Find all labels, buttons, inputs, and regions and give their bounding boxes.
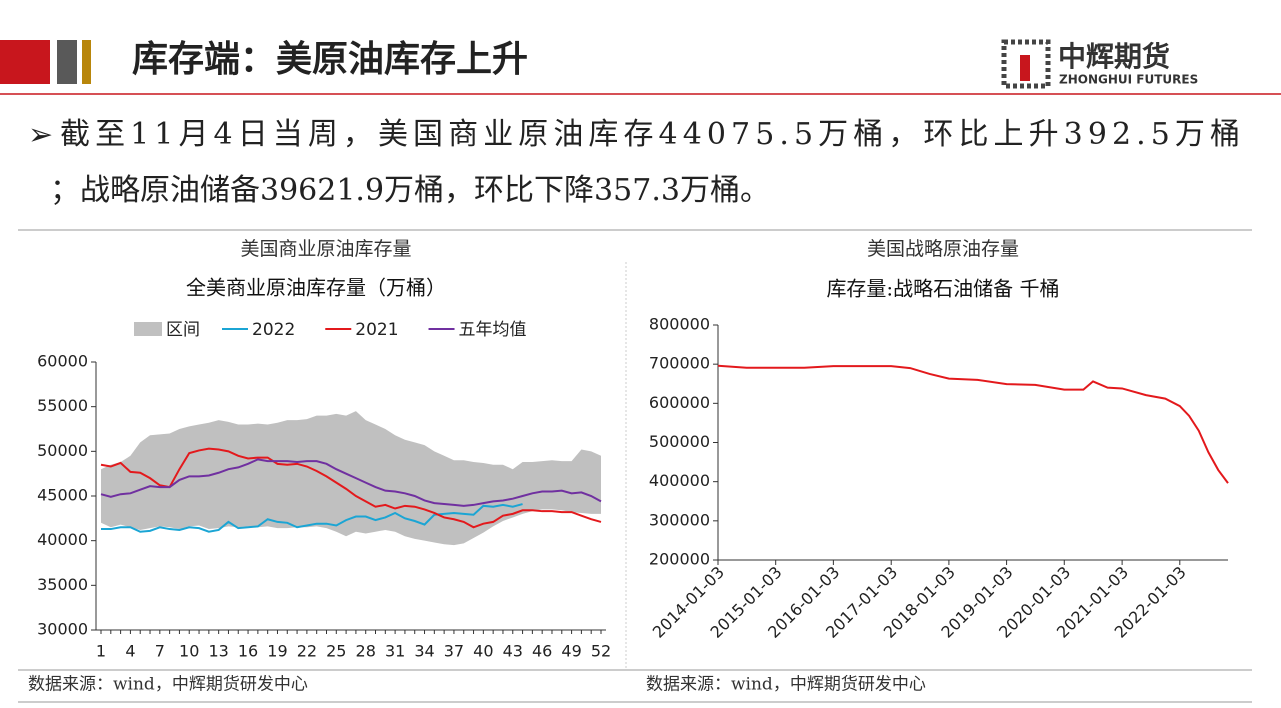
- x-tick-label: 22: [297, 642, 317, 661]
- legend-swatch: [134, 322, 162, 336]
- x-tick-label: 52: [591, 642, 611, 661]
- x-tick-label: 1: [96, 642, 106, 661]
- legend-label: 2021: [355, 320, 398, 340]
- x-tick-label: 31: [385, 642, 405, 661]
- y-tick-label: 600000: [649, 393, 710, 412]
- gold-block: [82, 40, 91, 84]
- y-tick-label: 200000: [649, 550, 710, 569]
- x-tick-label: 25: [326, 642, 346, 661]
- series-line: [717, 364, 1229, 484]
- panel-caption: 美国战略原油存量: [867, 238, 1019, 260]
- bullet-mark: ➢: [28, 118, 53, 153]
- series-line: [101, 503, 523, 533]
- x-tick-label: 46: [532, 642, 552, 661]
- y-tick-label: 400000: [649, 471, 710, 490]
- x-tick-label: 34: [414, 642, 434, 661]
- x-tick-label: 43: [503, 642, 523, 661]
- x-tick-label: 40: [473, 642, 493, 661]
- legend-label: 区间: [166, 320, 200, 340]
- y-tick-label: 40000: [37, 530, 88, 549]
- y-tick-label: 800000: [649, 315, 710, 334]
- y-tick-label: 55000: [37, 396, 88, 415]
- y-tick-label: 300000: [649, 510, 710, 529]
- source-note: 数据来源：wind，中辉期货研发中心: [646, 675, 926, 695]
- x-tick-label: 49: [561, 642, 581, 661]
- panel-caption: 美国商业原油库存量: [240, 238, 411, 260]
- legend-label: 五年均值: [459, 320, 527, 340]
- logo-icon: [1001, 39, 1051, 89]
- logo-text-en: ZHONGHUI FUTURES: [1059, 73, 1198, 87]
- red-block: [0, 40, 50, 84]
- gray-block: [57, 40, 77, 84]
- x-tick-label: 16: [238, 642, 258, 661]
- chart-area: [628, 262, 1258, 668]
- series-line: [100, 447, 602, 529]
- slide-title: 库存端：美原油库存上升: [132, 38, 528, 80]
- y-tick-label: 60000: [37, 352, 88, 371]
- series-line: [100, 458, 602, 507]
- y-tick-label: 35000: [37, 575, 88, 594]
- x-tick-label: 10: [179, 642, 199, 661]
- x-tick-label: 13: [208, 642, 228, 661]
- chart-title: 全美商业原油库存量（万桶）: [186, 276, 446, 300]
- legend-label: 2022: [252, 320, 295, 340]
- x-tick-label: 37: [444, 642, 464, 661]
- bullet-line: ；战略原油储备39621.9万桶，环比下降357.3万桶。: [50, 173, 770, 208]
- y-tick-label: 50000: [37, 441, 88, 460]
- x-tick-label: 28: [356, 642, 376, 661]
- x-tick-label: 4: [125, 642, 135, 661]
- chart-title: 库存量:战略石油储备 千桶: [826, 277, 1059, 301]
- y-tick-label: 700000: [649, 354, 710, 373]
- x-tick-label: 19: [267, 642, 287, 661]
- logo-text: 中辉期货: [1058, 40, 1170, 73]
- source-note: 数据来源：wind，中辉期货研发中心: [28, 675, 308, 695]
- y-tick-label: 45000: [37, 486, 88, 505]
- y-tick-label: 500000: [649, 432, 710, 451]
- bullet-line: 截至11月4日当周，美国商业原油库存44075.5万桶，环比上升392.5万桶: [60, 117, 1240, 152]
- x-tick-label: 7: [155, 642, 165, 661]
- y-tick-label: 30000: [37, 620, 88, 639]
